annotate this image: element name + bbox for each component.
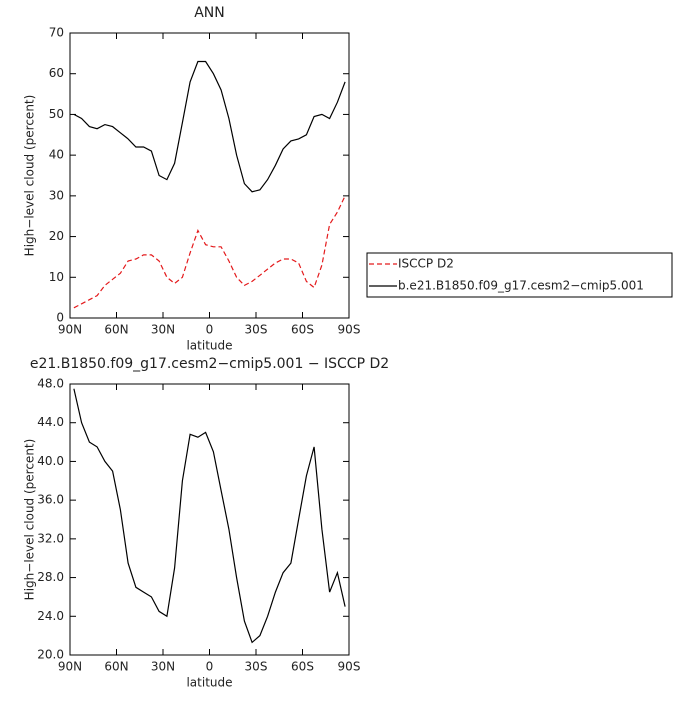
x-tick-label: 90N: [58, 660, 82, 674]
x-tick-label: 90S: [338, 660, 361, 674]
data-line: [73, 60, 346, 193]
y-tick-label: 44.0: [37, 415, 64, 429]
data-line: [73, 195, 346, 309]
data-line: [73, 388, 346, 644]
y-tick-label: 50: [49, 107, 64, 121]
x-tick-label: 60S: [291, 323, 314, 337]
x-tick-label: 0: [206, 660, 214, 674]
y-tick-label: 40: [49, 148, 64, 162]
x-tick-label: 0: [206, 323, 214, 337]
y-tick-label: 60: [49, 66, 64, 80]
y-tick-label: 20.0: [37, 648, 64, 662]
x-tick-label: 60S: [291, 660, 314, 674]
legend-label: b.e21.B1850.f09_g17.cesm2−cmip5.001: [398, 279, 644, 293]
plot-frame: [69, 383, 350, 656]
y-tick-label: 28.0: [37, 570, 64, 584]
chart-title: ANN: [194, 5, 225, 21]
y-tick-label: 30: [49, 188, 64, 202]
x-tick-label: 90N: [58, 323, 82, 337]
y-axis-label: High−level cloud (percent): [23, 95, 37, 257]
x-tick-label: 90S: [338, 323, 361, 337]
chart-title: e21.B1850.f09_g17.cesm2−cmip5.001 − ISCC…: [30, 356, 389, 372]
y-tick-label: 70: [49, 26, 64, 40]
y-tick-label: 48.0: [37, 377, 64, 391]
x-tick-label: 60N: [104, 660, 128, 674]
y-tick-label: 32.0: [37, 531, 64, 545]
y-tick-label: 20: [49, 229, 64, 243]
y-tick-label: 36.0: [37, 493, 64, 507]
legend-box: [366, 252, 673, 298]
plot-frame: [69, 32, 350, 319]
y-tick-label: 40.0: [37, 454, 64, 468]
y-tick-label: 0: [56, 311, 64, 325]
y-tick-label: 24.0: [37, 609, 64, 623]
x-tick-label: 30S: [245, 660, 268, 674]
x-tick-label: 30N: [151, 660, 175, 674]
x-tick-label: 30N: [151, 323, 175, 337]
x-axis-label: latitude: [186, 339, 232, 353]
x-axis-label: latitude: [186, 676, 232, 690]
y-tick-label: 10: [49, 270, 64, 284]
y-axis-label: High−level cloud (percent): [23, 439, 37, 601]
x-tick-label: 60N: [104, 323, 128, 337]
legend-label: ISCCP D2: [398, 257, 454, 271]
x-tick-label: 30S: [245, 323, 268, 337]
